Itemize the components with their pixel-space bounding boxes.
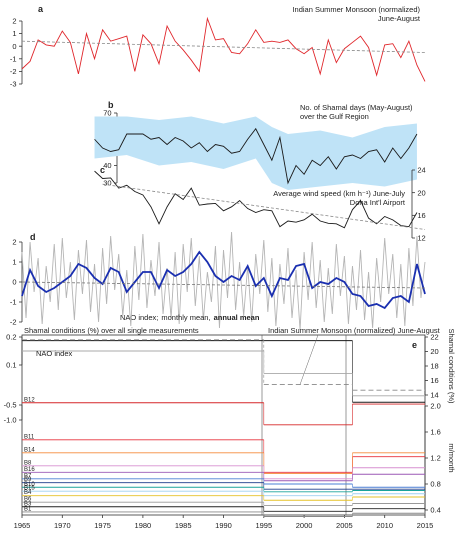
series-label: B15 — [24, 486, 35, 492]
y-tick-label: 1 — [12, 29, 16, 38]
y3-axis-label: m/month — [447, 443, 455, 472]
series-label: B9 — [24, 477, 32, 483]
y-tick-label: 12 — [417, 234, 425, 243]
x-tick-label: 2015 — [417, 521, 434, 530]
data-line — [21, 250, 426, 310]
panel-title: No. of Shamal days (May-August) — [300, 103, 413, 112]
panel-title: over the Gulf Region — [300, 112, 369, 121]
y-tick-label: 18 — [430, 362, 438, 371]
y-tick-label: 40 — [103, 161, 111, 170]
panel-e-frame — [21, 334, 426, 516]
panel-title: NAO index; — [120, 313, 158, 322]
y-tick-label: 0.4 — [430, 506, 440, 515]
x-tick-label: 2010 — [376, 521, 393, 530]
y-tick-label: -1 — [10, 54, 17, 63]
y-tick-label: -3 — [10, 80, 17, 89]
y-tick-label: -2 — [10, 318, 17, 327]
x-tick-label: 1980 — [135, 521, 152, 530]
series-label: B14 — [24, 447, 35, 453]
y-tick-label: 0.2 — [6, 333, 16, 342]
x-tick-label: 1990 — [215, 521, 232, 530]
data-line — [94, 170, 418, 229]
y-tick-label: 14 — [430, 391, 438, 400]
y-tick-label: 0.8 — [430, 480, 440, 489]
data-line — [21, 231, 426, 331]
x-tick-label: 1970 — [54, 521, 71, 530]
series-label: NAO index — [36, 349, 73, 358]
legend-entry: annual mean — [214, 313, 260, 322]
series-label: B6 — [24, 497, 32, 503]
panel-letter: a — [38, 4, 44, 14]
y-tick-label: 24 — [417, 166, 425, 175]
y-tick-label: 30 — [103, 179, 111, 188]
series-label: B8 — [24, 460, 32, 466]
y-tick-label: 1 — [12, 258, 16, 267]
y-tick-label: 20 — [417, 188, 425, 197]
x-tick-label: 1965 — [14, 521, 31, 530]
y-tick-label: 16 — [430, 376, 438, 385]
range-band — [94, 116, 417, 190]
leader-line — [299, 334, 319, 385]
panel-letter: e — [412, 340, 417, 350]
legend-entry: monthly mean, — [161, 313, 210, 322]
y-tick-label: 1.2 — [430, 454, 440, 463]
series-label: B12 — [24, 397, 35, 403]
y-tick-label: 22 — [430, 333, 438, 342]
x-tick-label: 1975 — [94, 521, 111, 530]
panel-title: Indian Summer Monsoon (normalized) — [292, 5, 420, 14]
trend-line — [21, 40, 426, 53]
series-label: B11 — [24, 434, 35, 440]
y-tick-label: -1.0 — [4, 416, 17, 425]
panel-letter: c — [100, 165, 105, 175]
series-label: B7 — [24, 473, 32, 479]
y2-axis-label: Shamal conditions (%) — [447, 328, 455, 404]
y-tick-label: 20 — [430, 347, 438, 356]
y-tick-label: 0 — [12, 278, 16, 287]
series-label: Shamal conditions (%) over all single me… — [24, 326, 199, 335]
y-tick-label: 2 — [12, 17, 16, 26]
panel-letter: d — [30, 232, 36, 242]
y-tick-label: 70 — [103, 109, 111, 118]
series-label: B1 — [24, 506, 32, 512]
y-tick-label: -0.5 — [4, 401, 17, 410]
data-line — [21, 16, 426, 82]
x-tick-label: 1985 — [175, 521, 192, 530]
y-tick-label: -2 — [10, 67, 17, 76]
series-label: B3 — [24, 501, 32, 507]
series-label: B10 — [24, 482, 35, 488]
data-line — [94, 127, 418, 185]
y-tick-label: 0 — [12, 42, 16, 51]
y-tick-label: 2.0 — [430, 402, 440, 411]
y-tick-label: 1.6 — [430, 428, 440, 437]
x-tick-label: 2000 — [296, 521, 313, 530]
y-tick-label: 16 — [417, 211, 425, 220]
trend-line — [21, 281, 426, 289]
series-label: B16 — [24, 467, 35, 473]
y-tick-label: 0.1 — [6, 361, 16, 370]
x-tick-label: 2005 — [336, 521, 353, 530]
y-tick-label: -1 — [10, 298, 17, 307]
series-label: Indian Summer Monsoon (normalized) June-… — [268, 326, 441, 335]
trend-line — [102, 183, 426, 230]
panel-title: Average wind speed (km h⁻¹) June-July — [273, 189, 405, 198]
y-tick-label: 2 — [12, 238, 16, 247]
series-label: B4 — [24, 490, 32, 496]
x-tick-label: 1995 — [255, 521, 272, 530]
panel-title: June-August — [378, 14, 421, 23]
panel-letter: b — [108, 100, 114, 110]
panel-title: Doha Int'l Airport — [350, 198, 406, 207]
